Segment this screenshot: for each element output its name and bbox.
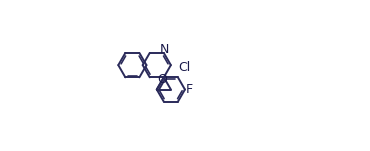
Text: O: O xyxy=(157,74,167,87)
Text: F: F xyxy=(186,83,193,96)
Text: Cl: Cl xyxy=(179,61,191,74)
Text: N: N xyxy=(159,43,169,56)
